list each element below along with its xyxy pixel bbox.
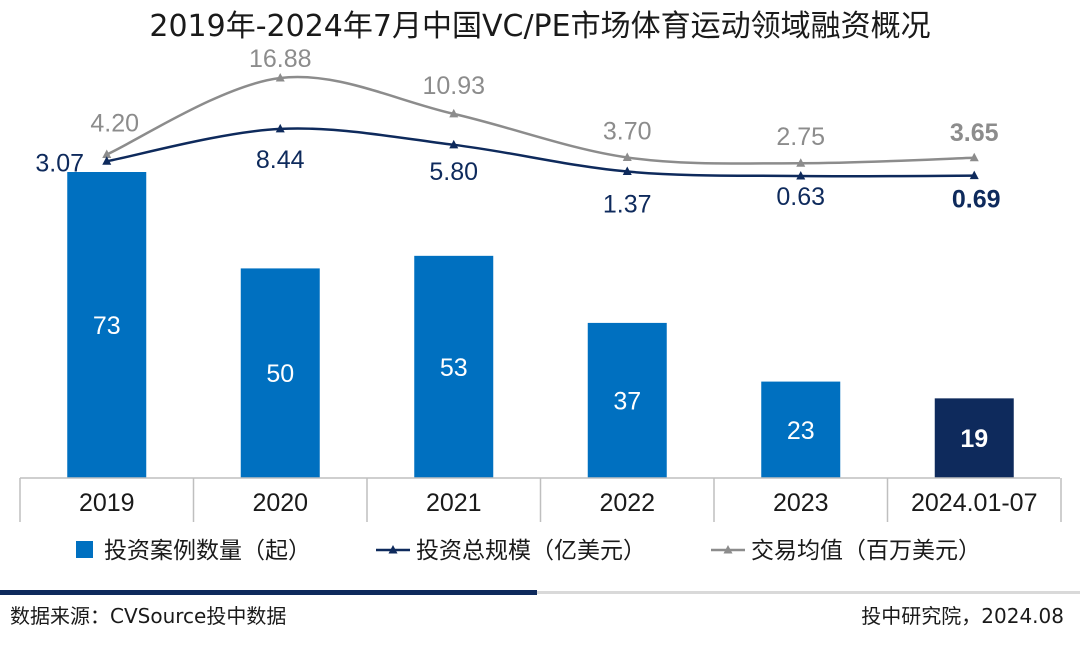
legend-marker-avg [723, 545, 733, 554]
avg-marker [275, 73, 285, 82]
bar-2020 [240, 268, 320, 478]
credit-note: 投中研究院，2024.08 [861, 604, 1064, 628]
avg-value-label: 2.75 [776, 123, 825, 151]
scale-marker [969, 170, 979, 180]
scale-marker [449, 139, 459, 149]
line-series: 4.20 16.88 10.93 3.70 2.75 3.65 3.07 8.44 5.80 1.… [35, 45, 1000, 219]
bar-value-label: 73 [93, 312, 121, 340]
bar-series: 73 50 53 37 23 19 [67, 172, 1014, 478]
footer-divider-light [537, 591, 1080, 594]
legend-label-scale: 投资总规模（亿美元） [416, 538, 646, 564]
footer-divider-dark [0, 590, 537, 595]
avg-value-label: 4.20 [90, 109, 139, 137]
scale-marker [622, 166, 632, 176]
scale-line [106, 127, 975, 178]
bar-value-label: 37 [613, 387, 641, 415]
x-tick-label: 2023 [773, 489, 829, 517]
avg-value-label: 3.65 [950, 119, 999, 147]
bar-2023 [761, 381, 841, 478]
bar-value-label: 50 [266, 360, 294, 388]
x-tick-label: 2020 [252, 489, 308, 517]
bar-2024.01-07 [934, 398, 1014, 478]
legend-marker-scale [388, 545, 398, 554]
bar-value-label: 23 [787, 417, 815, 445]
bar-value-label: 53 [440, 354, 468, 382]
scale-value-label: 0.63 [776, 183, 825, 211]
legend: 投资案例数量（起） 投资总规模（亿美元） 交易均值（百万美元） [76, 538, 981, 564]
avg-value-label: 3.70 [603, 117, 652, 145]
avg-marker [969, 152, 979, 162]
legend-swatch-bar [76, 541, 93, 558]
legend-label-cases: 投资案例数量（起） [104, 538, 311, 564]
avg-value-label: 10.93 [422, 72, 485, 100]
avg-value-label: 16.88 [249, 45, 312, 73]
avg-line [106, 75, 975, 165]
scale-value-label: 5.80 [429, 158, 478, 186]
bar-2022 [587, 322, 667, 478]
avg-marker [449, 108, 459, 118]
scale-marker [796, 171, 806, 180]
avg-marker [102, 149, 112, 158]
x-tick-label: 2021 [426, 489, 482, 517]
bar-value-label: 19 [960, 425, 988, 453]
legend-label-avg: 交易均值（百万美元） [751, 538, 981, 564]
scale-marker [102, 156, 112, 165]
scale-value-label: 3.07 [35, 149, 84, 177]
avg-marker [796, 158, 806, 167]
bar-2021 [414, 255, 494, 478]
x-axis-ticks: 2019 2020 2021 2022 2023 2024.01-07 [19, 478, 1062, 522]
scale-marker [275, 123, 285, 133]
scale-value-label: 8.44 [256, 146, 305, 174]
chart-title: 2019年-2024年7月中国VC/PE市场体育运动领域融资概况 [149, 9, 930, 44]
scale-value-label: 0.69 [952, 186, 1001, 214]
x-tick-label: 2019 [79, 489, 135, 517]
scale-value-label: 1.37 [603, 191, 652, 219]
avg-marker [622, 152, 632, 161]
x-tick-label: 2022 [599, 489, 655, 517]
x-tick-label: 2024.01-07 [911, 489, 1038, 517]
bar-2019 [67, 172, 147, 478]
source-note: 数据来源：CVSource投中数据 [10, 604, 286, 628]
